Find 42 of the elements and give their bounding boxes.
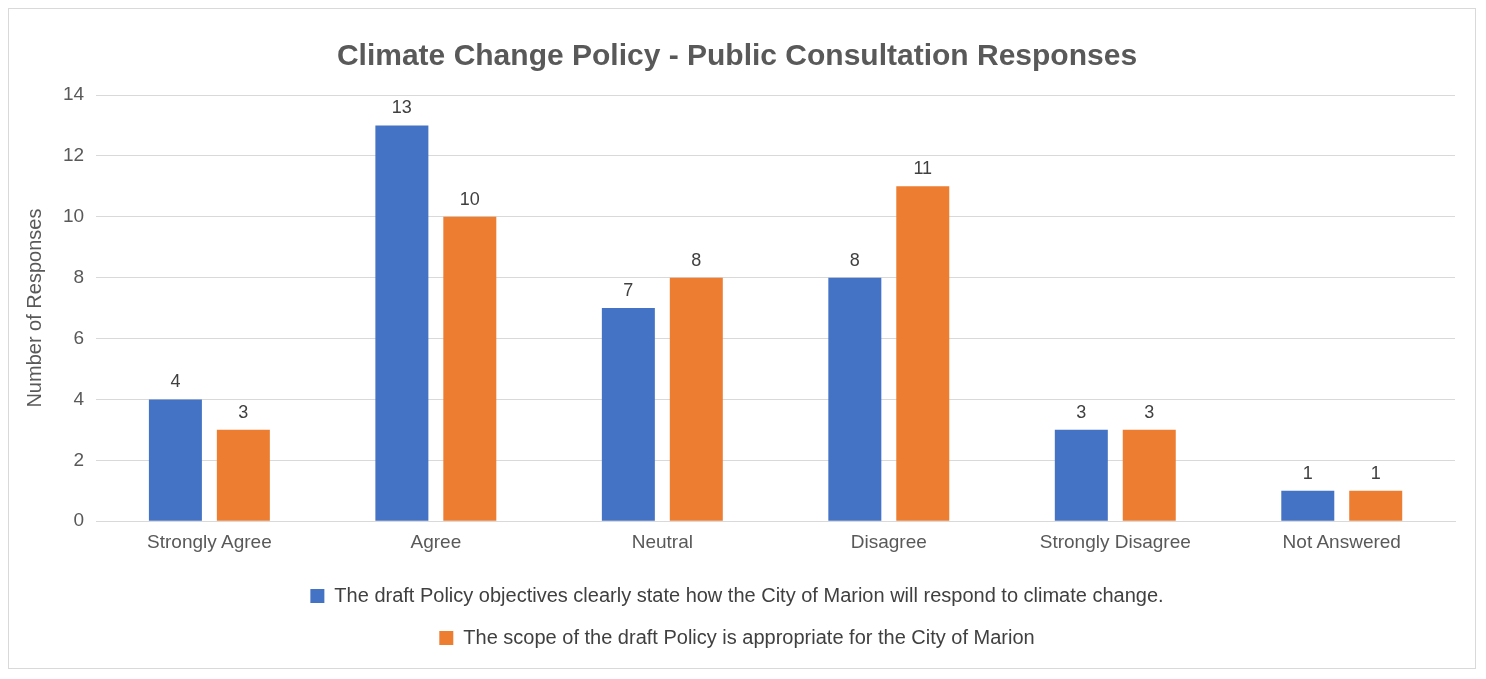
data-label: 3 xyxy=(1144,401,1155,422)
y-tick-label: 6 xyxy=(73,326,85,348)
data-label: 10 xyxy=(459,188,480,209)
data-label: 8 xyxy=(849,249,860,270)
data-label: 11 xyxy=(913,158,933,179)
bar xyxy=(601,308,655,521)
x-tick-label: Agree xyxy=(410,530,462,552)
bar xyxy=(1122,429,1176,521)
y-tick-label: 12 xyxy=(62,144,85,166)
data-label: 13 xyxy=(391,97,412,118)
x-tick-label: Not Answered xyxy=(1282,530,1401,552)
y-tick-label: 8 xyxy=(73,265,85,287)
y-axis-title: Number of Responses xyxy=(22,208,45,408)
data-label: 4 xyxy=(170,371,181,392)
y-tick-label: 4 xyxy=(73,387,85,409)
data-label: 1 xyxy=(1370,462,1381,483)
x-tick-label: Neutral xyxy=(631,530,693,552)
bar xyxy=(1281,490,1335,521)
bar xyxy=(148,399,202,521)
data-label: 8 xyxy=(691,249,702,270)
y-tick-label: 10 xyxy=(62,205,85,227)
x-tick-label: Strongly Agree xyxy=(147,530,272,552)
chart-title: Climate Change Policy - Public Consultation Responses xyxy=(336,38,1138,72)
bar xyxy=(669,277,723,521)
data-label: 3 xyxy=(1076,401,1087,422)
bar xyxy=(216,429,270,521)
bar xyxy=(828,277,882,521)
y-tick-label: 2 xyxy=(73,448,85,470)
bar xyxy=(443,216,497,521)
bar xyxy=(375,125,429,521)
data-label: 1 xyxy=(1302,462,1313,483)
y-tick-label: 14 xyxy=(62,83,85,105)
data-label: 7 xyxy=(623,280,634,301)
data-label: 3 xyxy=(238,401,249,422)
bar xyxy=(896,186,950,521)
bar xyxy=(1349,490,1403,521)
x-tick-label: Strongly Disagree xyxy=(1039,530,1191,552)
x-tick-label: Disagree xyxy=(850,530,927,552)
legend-label: The draft Policy objectives clearly state how the City of Marion will respond to climate change. xyxy=(334,583,1164,606)
y-tick-label: 0 xyxy=(73,509,85,531)
bar xyxy=(1054,429,1108,521)
legend-label: The scope of the draft Policy is appropriate for the City of Marion xyxy=(463,625,1035,648)
